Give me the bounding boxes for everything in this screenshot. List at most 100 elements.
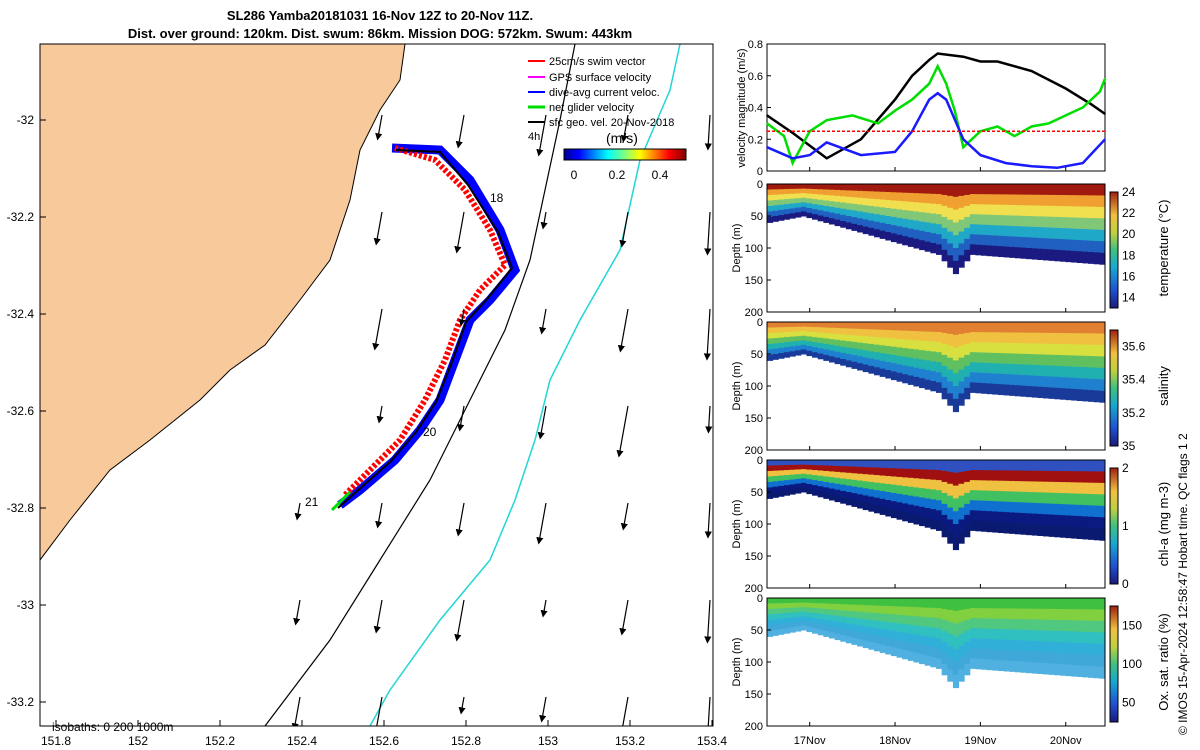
section-cell <box>857 618 864 626</box>
section-cell <box>845 328 852 336</box>
velocity-point <box>1104 130 1106 133</box>
section-cell <box>1048 354 1055 367</box>
section-cell <box>952 598 960 612</box>
section-cell <box>1020 481 1027 493</box>
velocity-point <box>928 59 930 61</box>
section-cell <box>879 605 886 615</box>
velocity-arrow <box>537 405 547 440</box>
section-cell <box>834 460 841 467</box>
section-cell <box>845 610 852 618</box>
section-cell <box>952 248 960 262</box>
section-cell <box>896 192 903 202</box>
section-cell <box>997 501 1005 513</box>
section-cell <box>1093 356 1100 369</box>
section-cell <box>896 614 903 624</box>
section-cell <box>1031 524 1038 536</box>
section-cell <box>981 460 988 471</box>
section-cell <box>857 460 864 468</box>
section-cell <box>952 610 960 625</box>
section-cell <box>1043 525 1050 537</box>
section-cell <box>913 514 920 525</box>
section-cell <box>1048 481 1055 494</box>
section-cell <box>964 630 971 643</box>
section-cell <box>907 486 914 497</box>
section-cell <box>907 375 914 385</box>
section-cell <box>896 184 903 193</box>
section-cell <box>1082 333 1089 346</box>
time-tick-label: 19Nov <box>964 735 996 747</box>
section-cell <box>947 531 954 544</box>
section-cell <box>1026 343 1033 355</box>
section-cell <box>1059 377 1067 389</box>
section-cell <box>1059 653 1067 665</box>
section-cell <box>907 357 914 368</box>
section-cell <box>986 598 993 609</box>
section-cell <box>1076 184 1083 196</box>
map-y-tick-label: -32.4 <box>7 307 35 321</box>
section-cell <box>1009 342 1016 354</box>
section-cell <box>1048 194 1055 207</box>
time-tick-label: 18Nov <box>879 735 911 747</box>
section-cell <box>930 607 937 619</box>
section-cell <box>1026 194 1033 206</box>
velocity-point <box>766 114 768 117</box>
section-cell <box>958 184 965 197</box>
section-cell <box>778 623 785 630</box>
section-cell <box>919 635 926 646</box>
section-cell <box>1048 652 1055 664</box>
section-cell <box>1071 631 1078 644</box>
map-y-tick-label: -32.8 <box>7 501 35 515</box>
section-cell <box>1043 387 1050 399</box>
section-cell <box>975 470 982 481</box>
section-cell <box>1037 365 1044 377</box>
section-cell <box>913 376 920 387</box>
section-cell <box>936 234 943 245</box>
section-cell <box>772 470 779 477</box>
section-cell <box>834 598 841 605</box>
section-cell <box>783 480 791 486</box>
section-cell <box>840 352 847 360</box>
section-cell <box>958 609 965 623</box>
section-cell <box>800 322 807 328</box>
section-cell <box>1009 491 1016 503</box>
section-cell <box>981 659 988 670</box>
section-cell <box>896 598 903 607</box>
section-cell <box>874 344 881 353</box>
section-cell <box>845 347 852 355</box>
section-cell <box>992 521 999 533</box>
colorbar-tick-label: 35.2 <box>1122 406 1146 420</box>
section-cell <box>952 184 960 198</box>
section-cell <box>817 327 824 334</box>
section-cell <box>1082 643 1089 655</box>
section-cell <box>885 216 892 225</box>
section-cell <box>997 649 1005 661</box>
section-cell <box>1093 333 1100 346</box>
colorbar-tick-label: 150 <box>1122 618 1142 632</box>
velocity-arrow <box>704 502 712 539</box>
section-cell <box>789 341 796 347</box>
section-cell <box>857 349 864 357</box>
section-cell <box>862 343 869 351</box>
velocity-point <box>791 162 794 164</box>
section-cell <box>936 608 943 619</box>
section-cell <box>812 623 819 629</box>
section-cell <box>885 646 892 655</box>
section-cell <box>907 468 914 479</box>
section-colorbar <box>1109 467 1119 585</box>
section-cell <box>1003 215 1010 227</box>
velocity-point <box>953 109 956 112</box>
section-cell <box>952 674 960 689</box>
section-cell <box>778 460 785 466</box>
section-cell <box>783 332 791 338</box>
section-cell <box>806 188 813 195</box>
section-cell <box>1076 378 1083 390</box>
section-cell <box>964 598 971 610</box>
section-cell <box>907 651 914 661</box>
section-cell <box>812 618 819 624</box>
section-cell <box>890 225 898 234</box>
section-cell <box>772 354 779 360</box>
section-cell <box>947 322 954 335</box>
section-cell <box>851 493 858 501</box>
section-cell <box>997 215 1005 226</box>
section-cell <box>800 211 807 217</box>
